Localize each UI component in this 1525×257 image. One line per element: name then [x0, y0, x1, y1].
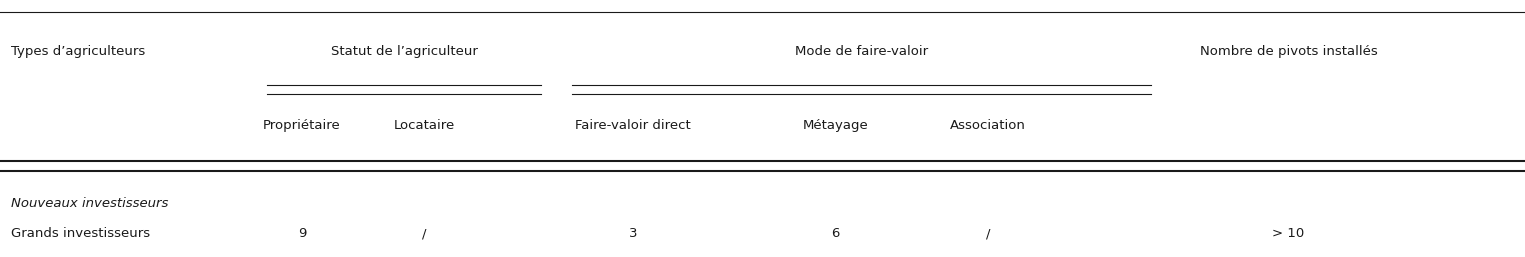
Text: Types d’agriculteurs: Types d’agriculteurs [11, 45, 145, 58]
Text: Propriétaire: Propriétaire [264, 120, 340, 132]
Text: /: / [987, 227, 990, 240]
Text: Métayage: Métayage [802, 120, 869, 132]
Text: Faire-valoir direct: Faire-valoir direct [575, 120, 691, 132]
Text: Association: Association [950, 120, 1026, 132]
Text: /: / [422, 227, 425, 240]
Text: 3: 3 [628, 227, 637, 240]
Text: Statut de l’agriculteur: Statut de l’agriculteur [331, 45, 477, 58]
Text: Grands investisseurs: Grands investisseurs [11, 227, 149, 240]
Text: > 10: > 10 [1272, 227, 1305, 240]
Text: 9: 9 [297, 227, 307, 240]
Text: Nombre de pivots installés: Nombre de pivots installés [1200, 45, 1377, 58]
Text: Nouveaux investisseurs: Nouveaux investisseurs [11, 197, 168, 209]
Text: Locataire: Locataire [393, 120, 454, 132]
Text: 6: 6 [831, 227, 840, 240]
Text: Mode de faire-valoir: Mode de faire-valoir [795, 45, 929, 58]
